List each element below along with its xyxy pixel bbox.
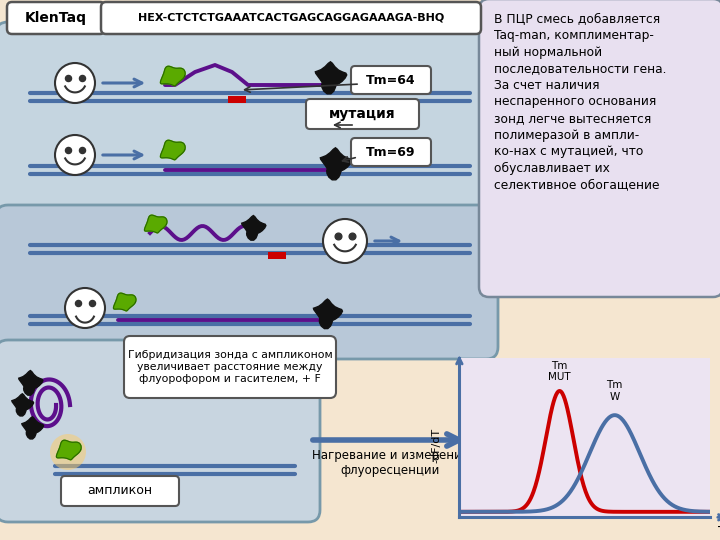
FancyBboxPatch shape (0, 340, 320, 522)
Polygon shape (145, 215, 167, 233)
Polygon shape (320, 148, 352, 180)
Text: KlenTaq: KlenTaq (25, 11, 87, 25)
Text: Tm=69: Tm=69 (366, 145, 415, 159)
Text: T: T (718, 524, 720, 538)
Text: ампликон: ампликон (87, 484, 153, 497)
Circle shape (323, 219, 367, 263)
Bar (228, 96, 246, 103)
Text: Гибридизация зонда с ампликоном
увеличивает расстояние между
флуорофором и гасит: Гибридизация зонда с ампликоном увеличив… (127, 350, 333, 383)
FancyBboxPatch shape (0, 205, 498, 359)
Polygon shape (12, 394, 34, 416)
Circle shape (55, 135, 95, 175)
Polygon shape (56, 440, 81, 460)
Polygon shape (114, 293, 136, 311)
FancyBboxPatch shape (479, 0, 720, 297)
Polygon shape (313, 299, 343, 329)
Circle shape (50, 434, 86, 470)
Polygon shape (242, 215, 266, 240)
Text: Нагревание и измерение
флуоресценции: Нагревание и измерение флуоресценции (312, 449, 469, 477)
Circle shape (55, 63, 95, 103)
FancyBboxPatch shape (0, 22, 498, 224)
Bar (268, 252, 286, 259)
Polygon shape (315, 62, 347, 94)
Text: HEX-CTCTCTGAAATCACTGAGCAGGAGAAAGA-BHQ: HEX-CTCTCTGAAATCACTGAGCAGGAGAAAGA-BHQ (138, 13, 444, 23)
FancyBboxPatch shape (351, 138, 431, 166)
FancyBboxPatch shape (124, 336, 336, 398)
Polygon shape (161, 140, 185, 160)
Text: Tm
W: Tm W (606, 380, 623, 402)
Circle shape (65, 288, 105, 328)
FancyBboxPatch shape (101, 2, 481, 34)
Polygon shape (161, 66, 185, 86)
FancyBboxPatch shape (351, 66, 431, 94)
FancyBboxPatch shape (61, 476, 179, 506)
FancyBboxPatch shape (306, 99, 419, 129)
Text: Tm=64: Tm=64 (366, 73, 416, 86)
Polygon shape (19, 370, 43, 395)
Text: мутация: мутация (329, 107, 395, 121)
Text: -dF/dT: -dF/dT (432, 428, 442, 463)
FancyBboxPatch shape (7, 2, 105, 34)
Polygon shape (22, 417, 44, 439)
Text: В ПЦР смесь добавляется
Taq-man, комплиментар-
ный нормальной
последовательности: В ПЦР смесь добавляется Taq-man, комплим… (494, 13, 667, 191)
Text: Tm
MUT: Tm MUT (548, 361, 571, 382)
